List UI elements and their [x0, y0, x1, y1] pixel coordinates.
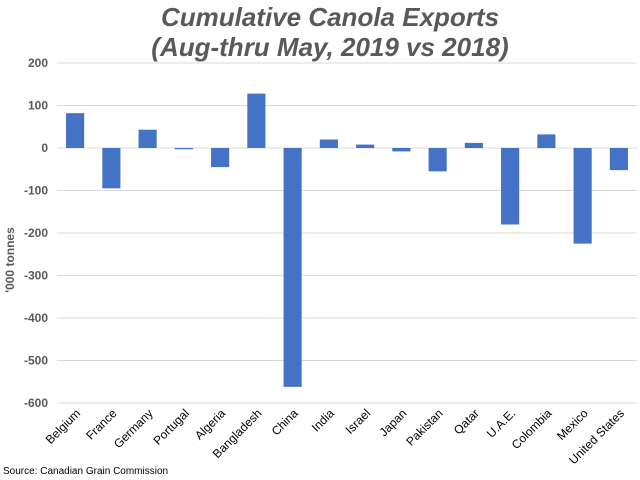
y-tick-label: -400 — [24, 311, 48, 325]
bar-u-a-e — [501, 148, 520, 225]
y-tick-label: -300 — [24, 269, 48, 283]
bar-mexico — [573, 148, 592, 244]
y-tick-label: 100 — [28, 99, 48, 113]
x-category-label: U.A.E. — [484, 406, 518, 440]
bar-colombia — [537, 134, 556, 148]
source-note: Source: Canadian Grain Commission — [3, 466, 168, 477]
x-category-label: Portugal — [150, 406, 192, 448]
chart-title-line1: Cumulative Canola Exports — [161, 2, 499, 32]
bar-germany — [138, 129, 157, 148]
bar-india — [319, 139, 338, 148]
bar-belgium — [66, 113, 85, 148]
y-tick-label: 0 — [41, 141, 48, 155]
bar-japan — [392, 148, 411, 152]
y-tick-label: 200 — [28, 56, 48, 70]
bar-israel — [356, 144, 375, 148]
x-category-label: Belgium — [43, 406, 84, 447]
y-axis-ticks: 200 100 0 -100 -200 -300 -400 -500 -600 — [24, 56, 48, 410]
x-category-label: India — [309, 406, 338, 435]
x-category-label: Japan — [376, 406, 409, 439]
chart-title-line2: (Aug-thru May, 2019 vs 2018) — [151, 32, 508, 62]
x-category-label: China — [269, 406, 301, 438]
bar-algeria — [211, 148, 230, 168]
bar-china — [283, 148, 302, 387]
bar-bangladesh — [247, 93, 266, 148]
bar-united-states — [609, 148, 628, 171]
bar-pakistan — [428, 148, 447, 172]
y-tick-label: -500 — [24, 354, 48, 368]
x-category-label: Colombia — [509, 406, 555, 452]
x-category-label: Qatar — [451, 406, 482, 437]
y-axis-label: '000 tonnes — [3, 227, 17, 293]
bar-qatar — [464, 142, 483, 148]
y-tick-label: -200 — [24, 226, 48, 240]
x-category-label: Israel — [343, 406, 374, 437]
bars — [66, 93, 628, 387]
bar-france — [102, 148, 121, 189]
bar-portugal — [174, 148, 193, 150]
y-tick-label: -600 — [24, 396, 48, 410]
x-category-label: Pakistan — [403, 406, 445, 448]
x-category-label: Germany — [111, 406, 156, 451]
y-tick-label: -100 — [24, 184, 48, 198]
gridlines — [57, 62, 637, 404]
